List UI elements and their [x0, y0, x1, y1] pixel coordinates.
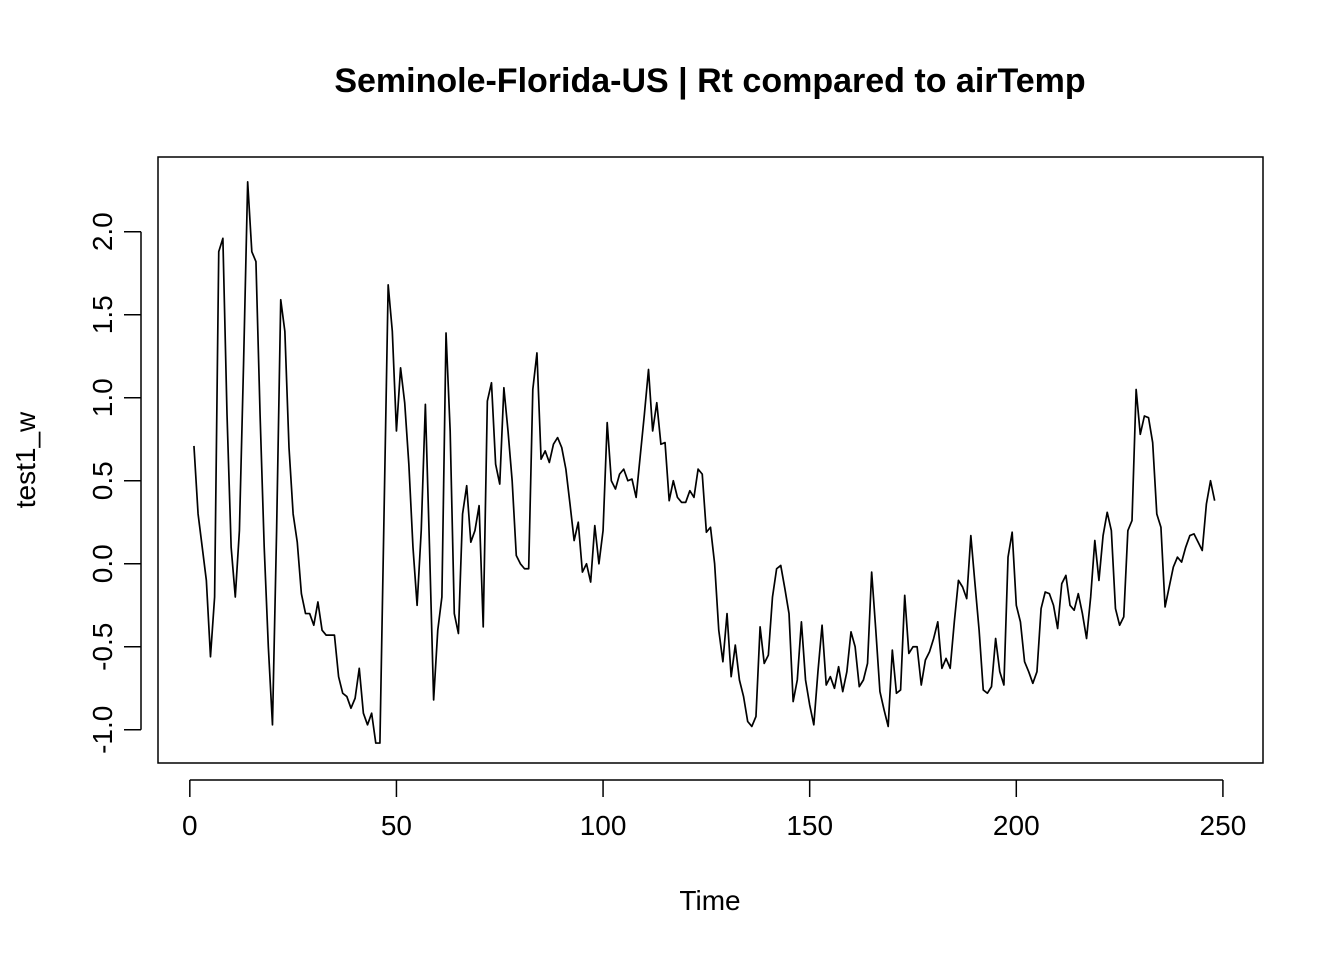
x-axis-label: Time: [679, 885, 740, 916]
x-tick-label: 100: [580, 810, 627, 841]
x-tick-label: 150: [786, 810, 833, 841]
series-line: [193, 181, 1216, 744]
y-tick-label: 0.5: [87, 461, 118, 500]
x-tick-label: 200: [993, 810, 1040, 841]
y-tick-label: -0.5: [87, 623, 118, 671]
x-tick-label: 50: [381, 810, 412, 841]
y-tick-label: 1.5: [87, 295, 118, 334]
x-tick-label: 0: [182, 810, 198, 841]
y-tick-label: -1.0: [87, 706, 118, 754]
y-tick-label: 1.0: [87, 378, 118, 417]
plot-frame: [157, 156, 1264, 764]
y-axis: -1.0 -0.5 0.0 0.5 1.0 1.5 2.0: [87, 212, 142, 754]
y-tick-label: 0.0: [87, 544, 118, 583]
chart-title: Seminole-Florida-US | Rt compared to air…: [334, 62, 1085, 100]
y-tick-label: 2.0: [87, 212, 118, 251]
x-axis: 0 50 100 150 200 250: [182, 779, 1247, 841]
y-axis-label: test1_w: [10, 411, 41, 508]
x-tick-label: 250: [1200, 810, 1247, 841]
